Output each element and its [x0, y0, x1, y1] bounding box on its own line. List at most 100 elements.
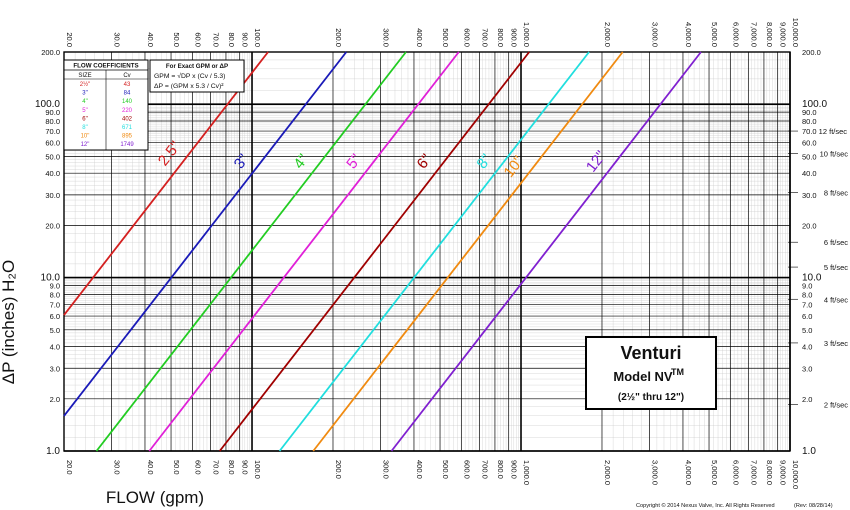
y-tick-label-left: 4.0 — [50, 343, 60, 352]
x-tick-label-bottom: 80.0 — [227, 460, 236, 475]
coef-size: 12" — [81, 142, 90, 148]
velocity-label: 6 ft/sec — [824, 238, 848, 247]
x-tick-label-top: 60.0 — [193, 32, 202, 47]
x-tick-label-bottom: 4,000.0 — [684, 460, 693, 485]
y-tick-label-right: 80.0 — [802, 117, 817, 126]
series-label: 5" — [343, 151, 365, 172]
revision: (Rev: 08/28/14) — [794, 503, 833, 509]
x-tick-label-bottom: 400.0 — [415, 460, 424, 479]
x-tick-label-bottom: 700.0 — [480, 460, 489, 479]
x-tick-label-bottom: 50.0 — [172, 460, 181, 475]
x-tick-label-bottom: 8,000.0 — [765, 460, 774, 485]
x-tick-label-top: 6,000.0 — [731, 22, 740, 47]
coef-table-title: FLOW COEFFICIENTS — [73, 63, 138, 70]
y-tick-label-left: 70.0 — [45, 127, 60, 136]
x-tick-label-bottom: 500.0 — [441, 460, 450, 479]
series-line — [63, 51, 348, 417]
y-tick-label-left: 10.0 — [41, 273, 61, 284]
coef-col-cv: Cv — [123, 73, 130, 79]
copyright: Copyright © 2014 Nexus Valve, Inc. All R… — [636, 502, 775, 509]
y-tick-label-left: 80.0 — [45, 117, 60, 126]
chart-title: Venturi — [620, 343, 681, 363]
coef-cv: 84 — [124, 91, 131, 97]
coef-size: 5" — [82, 108, 87, 114]
y-tick-label-right: 4.0 — [802, 343, 812, 352]
x-tick-label-top: 300.0 — [381, 28, 390, 47]
series-lines — [63, 51, 702, 452]
y-tick-label-right: 6.0 — [802, 312, 812, 321]
y-tick-label-right: 3.0 — [802, 364, 812, 373]
coef-size: 3" — [82, 91, 87, 97]
y-tick-label-right: 200.0 — [802, 48, 821, 57]
coef-cv: 895 — [122, 134, 133, 140]
flow-coefficients-table: FLOW COEFFICIENTS SIZE Cv 2½" 43 3" 84 4" 140… — [63, 59, 149, 151]
y-tick-label-left: 5.0 — [50, 326, 60, 335]
coef-cv: 402 — [122, 116, 133, 122]
title-box: Venturi Model NV TM (2½" thru 12") — [585, 336, 717, 410]
y-tick-label-left: 8.0 — [50, 290, 60, 299]
x-tick-label-bottom: 5,000.0 — [710, 460, 719, 485]
coef-cv: 1749 — [120, 142, 134, 148]
trademark: TM — [671, 367, 684, 377]
x-tick-label-top: 90.0 — [241, 32, 250, 47]
y-tick-label-right: 1.0 — [802, 446, 816, 457]
y-tick-label-right: 50.0 — [802, 152, 817, 161]
x-tick-label-top: 5,000.0 — [710, 22, 719, 47]
velocity-label: 2 ft/sec — [824, 401, 848, 410]
coef-size: 4" — [82, 99, 87, 105]
y-tick-label-right: 90.0 — [802, 108, 817, 117]
chart-subtitle: Model NV — [613, 369, 673, 384]
series-label: 12" — [583, 148, 610, 176]
x-tick-label-top: 10,000.0 — [791, 18, 800, 47]
coef-size: 8" — [82, 125, 87, 131]
x-tick-label-bottom: 900.0 — [510, 460, 519, 479]
series-line — [219, 51, 530, 452]
x-tick-label-top: 200.0 — [334, 28, 343, 47]
y-tick-label-left: 3.0 — [50, 364, 60, 373]
y-tick-label-right: 10.0 — [802, 273, 822, 284]
x-tick-label-top: 500.0 — [441, 28, 450, 47]
x-tick-label-bottom: 3,000.0 — [650, 460, 659, 485]
coef-cv: 671 — [122, 125, 133, 131]
y-tick-label-left: 50.0 — [45, 152, 60, 161]
series-label: 4" — [290, 151, 312, 172]
x-tick-label-top: 20.0 — [65, 32, 74, 47]
x-tick-label-top: 9,000.0 — [779, 22, 788, 47]
x-tick-label-bottom: 1,000.0 — [522, 460, 531, 485]
y-tick-label-left: 200.0 — [41, 48, 60, 57]
velocity-label: 4 ft/sec — [824, 295, 848, 304]
y-tick-label-right: 9.0 — [802, 282, 812, 291]
x-tick-label-top: 40.0 — [146, 32, 155, 47]
x-tick-label-top: 3,000.0 — [650, 22, 659, 47]
x-tick-label-top: 1,000.0 — [522, 22, 531, 47]
x-tick-label-bottom: 800.0 — [496, 460, 505, 479]
y-tick-label-left: 1.0 — [46, 446, 60, 457]
y-tick-label-left: 40.0 — [45, 169, 60, 178]
tick-labels: 20.0 20.0 30.0 30.0 40.0 40.0 50.0 50.0 60.0 60.0… — [35, 18, 848, 489]
x-tick-label-top: 70.0 — [211, 32, 220, 47]
y-tick-label-left: 30.0 — [45, 191, 60, 200]
y-axis-label: ΔP (inches) H₂O — [0, 260, 18, 384]
y-tick-label-right: 5.0 — [802, 326, 812, 335]
series-line — [148, 51, 460, 452]
x-tick-label-bottom: 90.0 — [241, 460, 250, 475]
y-tick-label-right: 8.0 — [802, 290, 812, 299]
x-tick-label-top: 600.0 — [462, 28, 471, 47]
x-tick-label-bottom: 100.0 — [253, 460, 262, 479]
x-tick-label-bottom: 20.0 — [65, 460, 74, 475]
series-label: 3" — [231, 151, 253, 172]
x-tick-label-top: 50.0 — [172, 32, 181, 47]
x-tick-label-bottom: 70.0 — [211, 460, 220, 475]
x-tick-label-top: 100.0 — [253, 28, 262, 47]
x-tick-label-bottom: 600.0 — [462, 460, 471, 479]
velocity-label: 3 ft/sec — [824, 339, 848, 348]
x-tick-label-top: 7,000.0 — [749, 22, 758, 47]
formula-line-1: GPM = √DP x (Cv / 5.3) — [154, 72, 225, 80]
x-tick-label-bottom: 300.0 — [381, 460, 390, 479]
coef-rows: 2½" 43 3" 84 4" 140 5" 220 6" 402 8" 671 10" 895 12" 17… — [80, 81, 135, 148]
x-tick-label-bottom: 7,000.0 — [749, 460, 758, 485]
velocity-label: 5 ft/sec — [824, 263, 848, 272]
series-line — [63, 51, 269, 316]
